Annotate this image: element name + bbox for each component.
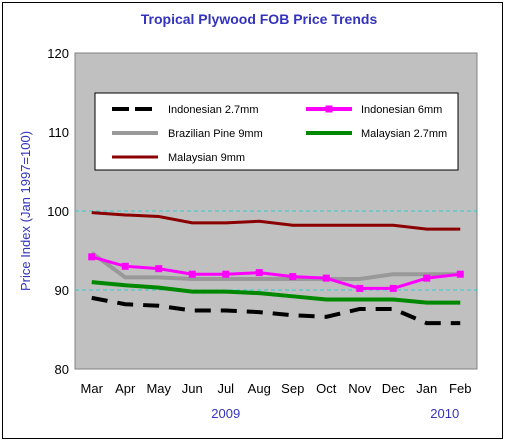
legend-label: Brazilian Pine 9mm <box>168 128 263 140</box>
x-tick-label: Jun <box>182 381 203 396</box>
year-labels: 2009 2010 <box>211 406 459 421</box>
data-point-marker <box>456 270 464 278</box>
data-point-marker <box>155 265 163 273</box>
reference-lines <box>75 210 477 291</box>
x-tick-label: Mar <box>81 381 104 396</box>
data-point-marker <box>88 253 96 261</box>
legend: Indonesian 2.7mm Indonesian 6mm Brazilian … <box>112 104 447 164</box>
x-tick-label: Jul <box>217 381 234 396</box>
series-line <box>91 295 461 326</box>
data-point-marker <box>389 284 397 292</box>
year-label: 2009 <box>211 406 240 421</box>
data-point-marker <box>289 273 297 281</box>
chart-frame: Tropical Plywood FOB Price Trends 80 90 10… <box>2 2 503 439</box>
x-tick-label: Nov <box>348 381 372 396</box>
data-point-marker <box>322 274 330 282</box>
legend-label: Malaysian 9mm <box>168 152 245 164</box>
series-line <box>91 280 461 305</box>
x-tick-label: Apr <box>115 381 136 396</box>
x-tick-label: Dec <box>382 381 406 396</box>
legend-marker <box>325 105 333 113</box>
x-tick-label: Oct <box>316 381 337 396</box>
x-tick-label: Sep <box>281 381 304 396</box>
data-point-marker <box>423 274 431 282</box>
y-tick-label: 120 <box>47 46 69 61</box>
legend-label: Indonesian 2.7mm <box>168 104 259 116</box>
data-point-marker <box>188 270 196 278</box>
y-tick-label: 110 <box>48 125 69 140</box>
y-tick-labels: 80 90 100 110 120 <box>47 46 69 377</box>
x-tick-labels: Mar Apr May Jun Jul Aug Sep Oct Nov Dec Jan Feb <box>81 381 472 396</box>
x-tick-label: May <box>146 381 171 396</box>
series-line <box>90 251 461 281</box>
data-point-marker <box>356 284 364 292</box>
series-line <box>91 255 461 290</box>
data-point-marker <box>255 269 263 277</box>
x-tick-label: Feb <box>449 381 471 396</box>
y-axis-label: Price Index (Jan 1997=100) <box>18 131 33 291</box>
chart-title: Tropical Plywood FOB Price Trends <box>141 11 378 27</box>
x-tick-label: Aug <box>248 381 271 396</box>
data-point-marker <box>121 262 129 270</box>
y-tick-label: 90 <box>55 283 69 298</box>
chart-svg: Tropical Plywood FOB Price Trends 80 90 10… <box>18 11 478 421</box>
y-tick-label: 100 <box>47 204 69 219</box>
series-line <box>91 211 461 231</box>
y-tick-label: 80 <box>55 362 69 377</box>
year-label: 2010 <box>430 406 459 421</box>
legend-label: Indonesian 6mm <box>361 104 442 116</box>
series-lines <box>88 211 464 326</box>
data-point-marker <box>222 270 230 278</box>
legend-label: Malaysian 2.7mm <box>361 128 447 140</box>
x-tick-label: Jan <box>416 381 437 396</box>
